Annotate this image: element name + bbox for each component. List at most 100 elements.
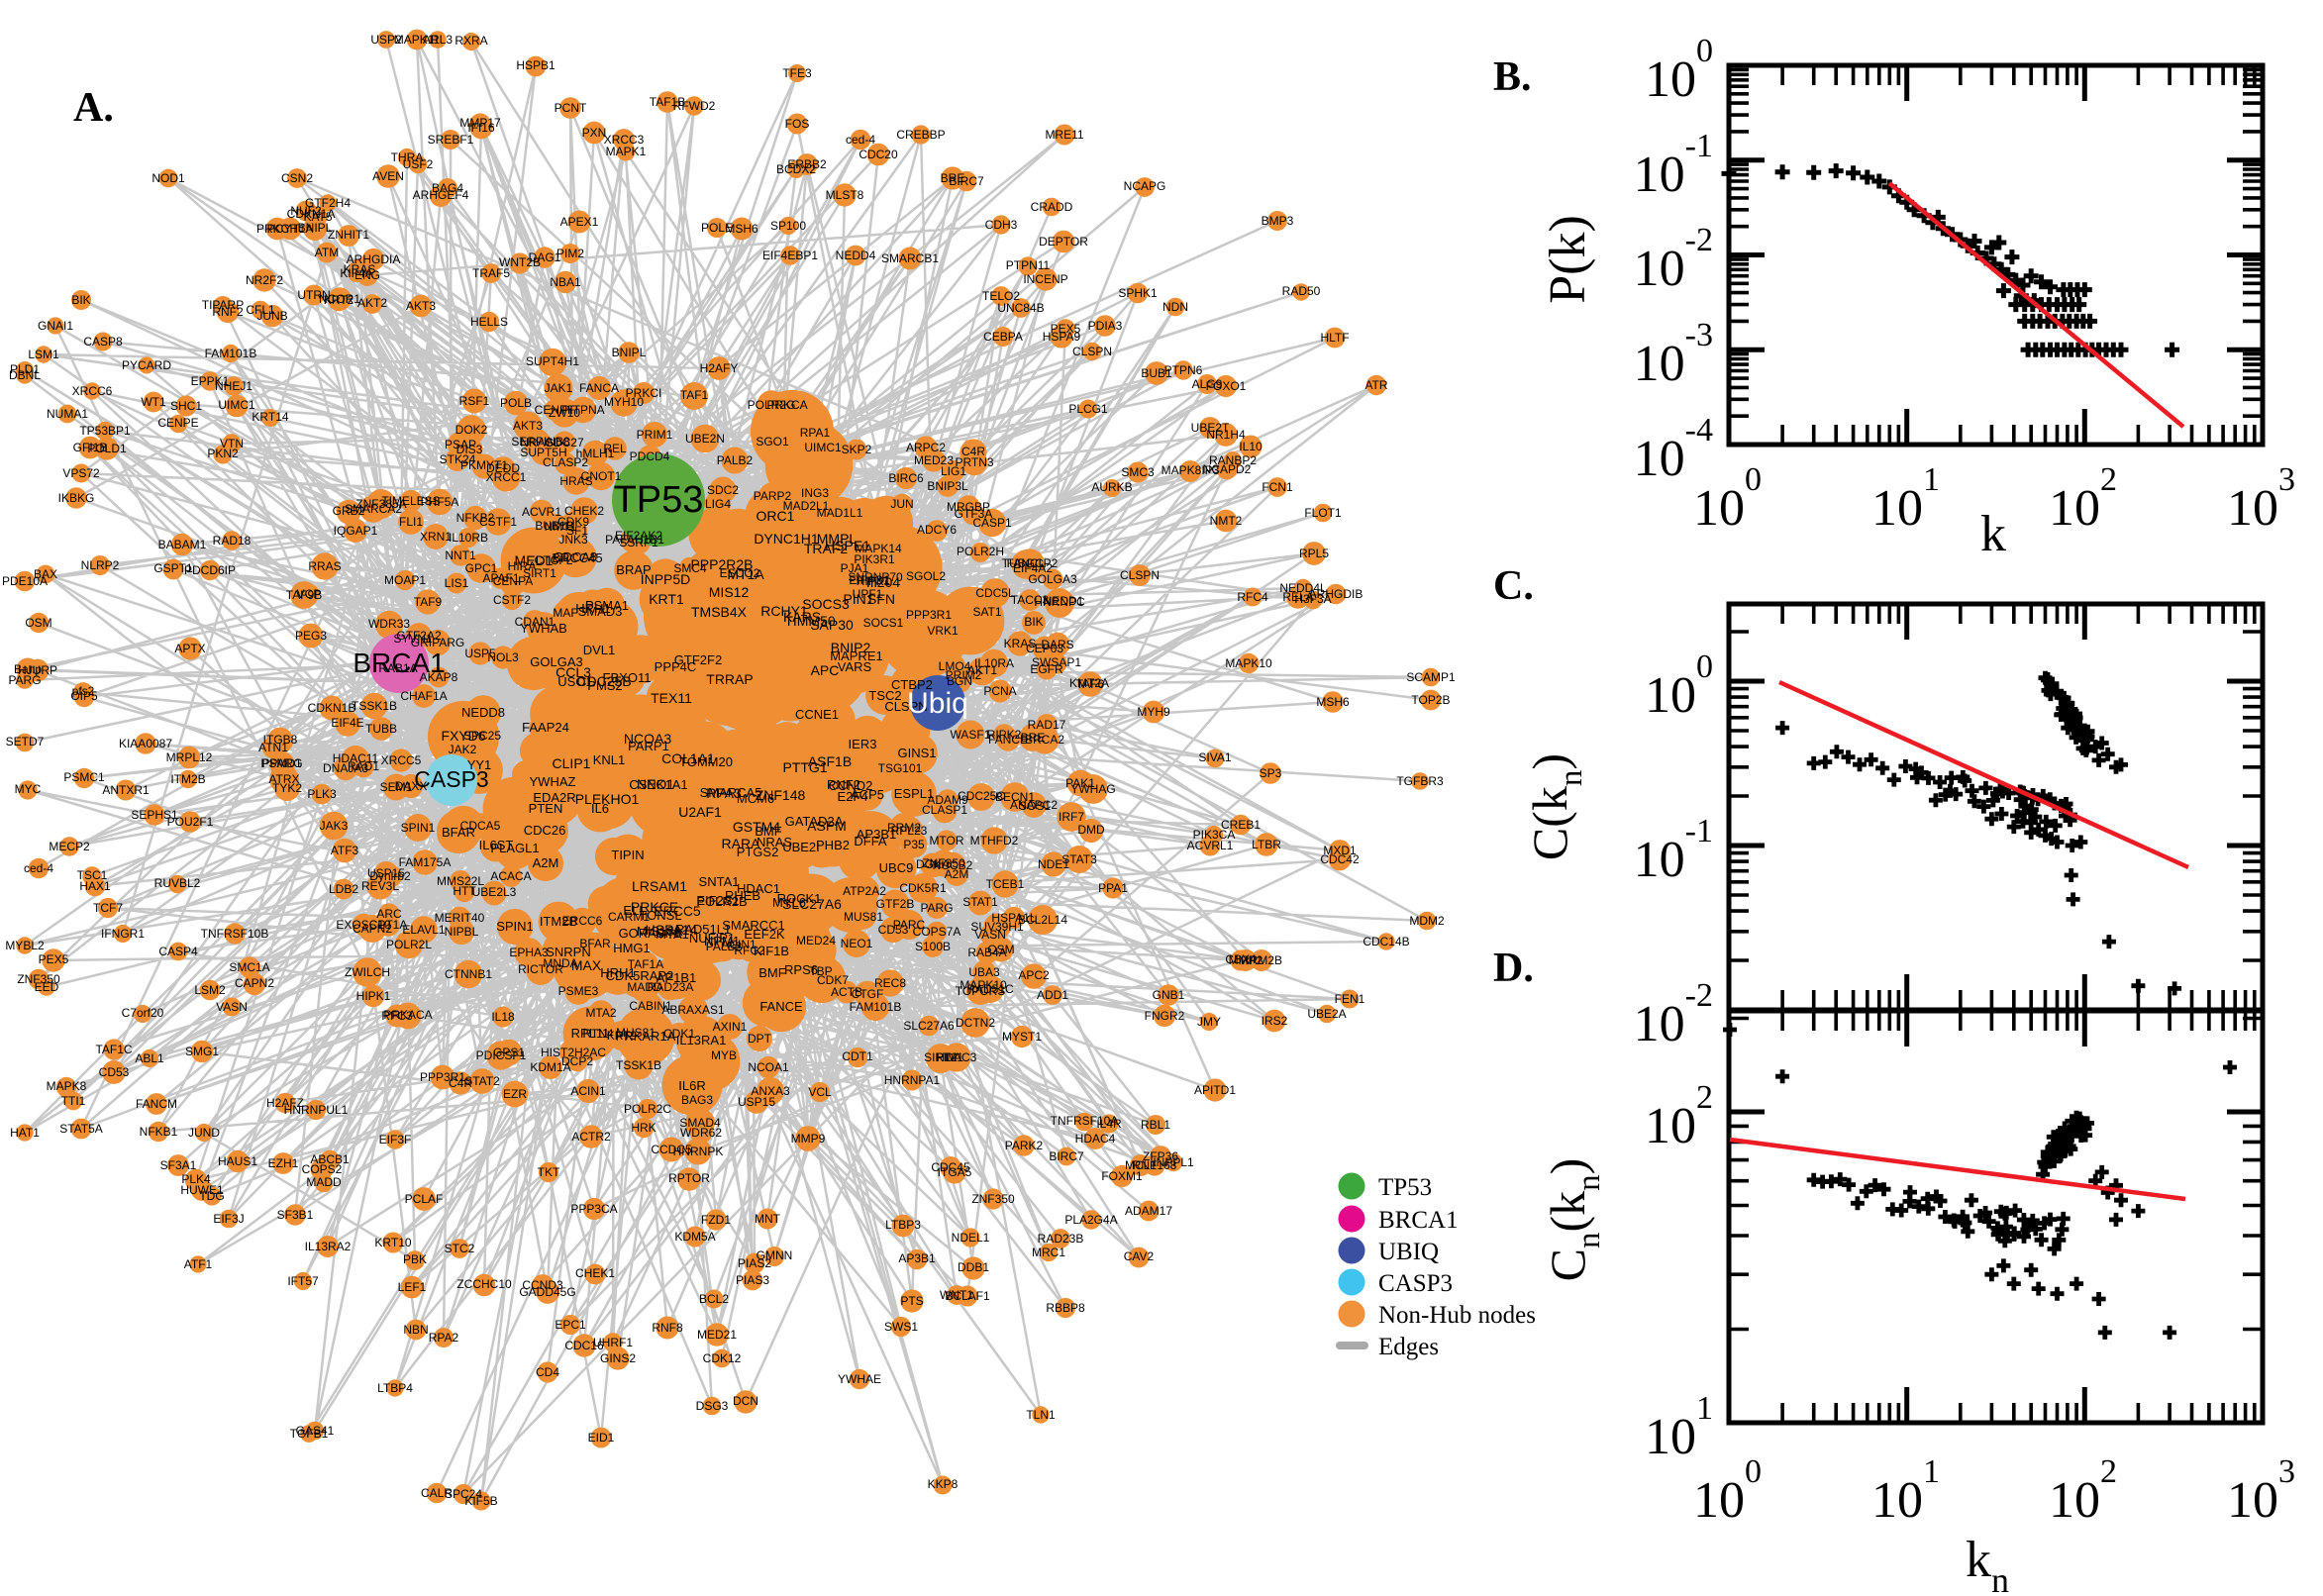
- svg-text:BNIP2: BNIP2: [831, 640, 871, 655]
- svg-text:ADAM17: ADAM17: [1125, 1204, 1172, 1218]
- svg-text:MERIT40: MERIT40: [435, 911, 485, 925]
- svg-text:DGKA: DGKA: [916, 857, 950, 871]
- svg-text:MYH10: MYH10: [604, 395, 644, 409]
- svg-text:VCP: VCP: [297, 587, 322, 601]
- svg-text:MTA1: MTA1: [656, 927, 689, 942]
- svg-text:EIF3J: EIF3J: [213, 1212, 244, 1226]
- svg-text:HSPA1L: HSPA1L: [991, 911, 1036, 925]
- svg-text:RAD50: RAD50: [1282, 284, 1321, 298]
- svg-text:APEX1: APEX1: [560, 215, 599, 229]
- svg-text:CASP3: CASP3: [1378, 1270, 1453, 1297]
- svg-text:NUFIP1: NUFIP1: [689, 931, 735, 946]
- svg-text:BMF: BMF: [755, 824, 782, 839]
- svg-text:TTI1: TTI1: [61, 1094, 86, 1108]
- svg-text:VCL: VCL: [808, 1085, 832, 1099]
- svg-text:MIS18A: MIS18A: [637, 924, 683, 939]
- svg-text:CDCA5: CDCA5: [460, 819, 501, 833]
- svg-text:SGOL2: SGOL2: [906, 569, 946, 583]
- svg-text:PDCD6IP: PDCD6IP: [184, 563, 236, 577]
- svg-text:PPARG: PPARG: [261, 756, 302, 770]
- svg-text:BIRC7: BIRC7: [1049, 1149, 1084, 1163]
- svg-text:CDK5R1: CDK5R1: [899, 881, 947, 895]
- svg-text:MMS22L: MMS22L: [437, 874, 484, 888]
- svg-text:ATN1: ATN1: [258, 741, 288, 754]
- svg-text:CSN2: CSN2: [281, 171, 313, 185]
- svg-text:LIG4: LIG4: [705, 497, 731, 511]
- svg-text:NRAS: NRAS: [520, 436, 553, 449]
- svg-text:IL6ST: IL6ST: [479, 838, 514, 852]
- svg-text:ITM2B: ITM2B: [540, 914, 577, 929]
- svg-text:GAS41: GAS41: [296, 1424, 335, 1438]
- svg-text:RPS6: RPS6: [784, 962, 818, 977]
- svg-text:RNF2: RNF2: [827, 777, 860, 792]
- svg-text:SF3A1: SF3A1: [160, 1158, 197, 1172]
- svg-text:ZW10: ZW10: [549, 406, 580, 420]
- svg-text:UBE2T: UBE2T: [1191, 421, 1230, 435]
- svg-text:VRK1: VRK1: [927, 624, 959, 638]
- svg-text:TIMELESS: TIMELESS: [381, 494, 440, 508]
- svg-text:CREBBP: CREBBP: [896, 128, 945, 142]
- svg-text:FOS: FOS: [785, 117, 810, 131]
- svg-text:CTCFL: CTCFL: [535, 553, 573, 567]
- svg-text:STK24: STK24: [440, 452, 476, 466]
- svg-text:NUMA1: NUMA1: [47, 407, 88, 421]
- svg-text:BECN1: BECN1: [995, 790, 1035, 804]
- svg-text:PSAP: PSAP: [445, 438, 476, 451]
- svg-text:CEBPA: CEBPA: [983, 330, 1023, 344]
- svg-text:STAT2: STAT2: [464, 1074, 500, 1088]
- svg-text:MAPRE1: MAPRE1: [830, 648, 882, 663]
- svg-text:ERCC6: ERCC6: [562, 914, 603, 928]
- svg-text:CASP3: CASP3: [414, 766, 488, 792]
- svg-text:BIK: BIK: [1024, 615, 1043, 629]
- svg-text:S100B: S100B: [915, 940, 951, 953]
- svg-text:ADD1: ADD1: [1037, 988, 1068, 1002]
- svg-text:JUND: JUND: [188, 1126, 220, 1140]
- svg-text:HNRNPK: HNRNPK: [673, 1145, 724, 1158]
- svg-text:MYL6: MYL6: [772, 895, 806, 910]
- svg-text:PARG: PARG: [920, 901, 953, 915]
- svg-text:RELA: RELA: [1282, 590, 1313, 604]
- svg-text:IFT57: IFT57: [287, 1274, 319, 1288]
- svg-text:INPP5D: INPP5D: [641, 571, 691, 587]
- svg-text:BMP3: BMP3: [1262, 214, 1294, 228]
- svg-text:SUV39H1: SUV39H1: [970, 920, 1024, 934]
- svg-text:XRCC5: XRCC5: [381, 753, 422, 767]
- svg-text:MAPK10: MAPK10: [1225, 656, 1272, 670]
- svg-text:TYK2: TYK2: [272, 781, 302, 795]
- svg-text:THRA: THRA: [391, 150, 424, 164]
- svg-text:PIN1: PIN1: [843, 591, 873, 607]
- svg-text:MAPK8IP3: MAPK8IP3: [1162, 463, 1220, 477]
- svg-text:NCOA3: NCOA3: [624, 731, 671, 747]
- svg-text:MRPL12: MRPL12: [166, 750, 213, 764]
- svg-text:RPTOR: RPTOR: [668, 1171, 710, 1185]
- svg-text:NBA1: NBA1: [550, 275, 581, 289]
- svg-text:PTS: PTS: [900, 1294, 923, 1308]
- svg-text:NEO1: NEO1: [637, 776, 674, 792]
- svg-text:ATM: ATM: [315, 246, 339, 259]
- svg-text:BAX: BAX: [34, 567, 57, 581]
- svg-text:Dynlrb2: Dynlrb2: [369, 869, 411, 883]
- svg-text:KMT2A: KMT2A: [1069, 676, 1109, 690]
- svg-text:XRCC6: XRCC6: [72, 384, 113, 398]
- svg-text:RPL11: RPL11: [571, 1026, 610, 1041]
- svg-text:ZNHIT1: ZNHIT1: [328, 228, 369, 242]
- svg-text:MRC1: MRC1: [1032, 1246, 1065, 1259]
- svg-text:MUS81: MUS81: [844, 910, 883, 924]
- svg-text:PTTG1: PTTG1: [782, 759, 827, 775]
- svg-text:FBXO11: FBXO11: [603, 670, 652, 685]
- svg-text:SIRT2: SIRT2: [924, 1050, 958, 1064]
- svg-text:U2AF1: U2AF1: [678, 804, 722, 820]
- svg-text:FANCE: FANCE: [988, 733, 1028, 747]
- svg-text:AKT3: AKT3: [406, 299, 436, 313]
- svg-text:STAT1: STAT1: [962, 895, 998, 909]
- svg-text:BAG4: BAG4: [432, 181, 463, 195]
- svg-text:EXOSC10: EXOSC10: [336, 918, 391, 932]
- svg-text:SOS1: SOS1: [1019, 799, 1051, 813]
- svg-text:RAD23B: RAD23B: [1038, 1232, 1084, 1246]
- svg-text:UNC84B: UNC84B: [997, 301, 1044, 315]
- svg-text:SOCS1: SOCS1: [863, 616, 904, 630]
- svg-text:USP15: USP15: [367, 866, 405, 880]
- svg-text:CEP63: CEP63: [1026, 642, 1063, 655]
- svg-text:LTBP4: LTBP4: [377, 1381, 413, 1395]
- svg-text:EPHA3: EPHA3: [509, 946, 549, 959]
